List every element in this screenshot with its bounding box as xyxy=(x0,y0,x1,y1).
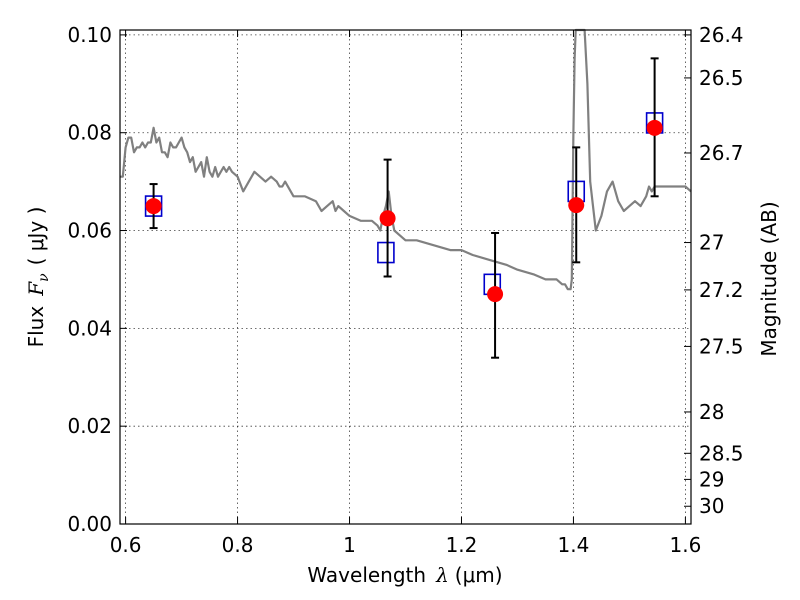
observed-point xyxy=(568,197,585,214)
right-tick-label: 26.4 xyxy=(699,23,744,47)
right-tick-label: 27.2 xyxy=(699,278,744,302)
right-tick-label: 27 xyxy=(699,231,724,255)
spectrum-layer xyxy=(120,28,692,291)
observed-point xyxy=(145,198,162,215)
right-tick-label: 28.5 xyxy=(699,441,744,465)
right-tick-label: 28 xyxy=(699,400,724,424)
x-tick-label: 0.8 xyxy=(222,533,254,557)
y-tick-label: 0.08 xyxy=(67,121,112,145)
x-tick-label: 1.4 xyxy=(558,533,590,557)
right-tick-label: 30 xyxy=(699,494,724,518)
y-tick-label: 0.04 xyxy=(67,316,112,340)
observed-point xyxy=(379,210,396,227)
y-tick-label: 0.00 xyxy=(67,512,112,536)
right-tick-label: 29 xyxy=(699,467,724,491)
model-box xyxy=(377,241,395,264)
plot-frame xyxy=(119,29,692,525)
x-tick-label: 1.6 xyxy=(669,533,701,557)
right-tick-label: 26.7 xyxy=(699,141,744,165)
y-axis-label-right: Magnitude (AB) xyxy=(757,201,781,356)
y-tick-label: 0.10 xyxy=(67,23,112,47)
spectrum-line xyxy=(120,28,692,291)
y-tick-label: 0.06 xyxy=(67,219,112,243)
y-axis-label-left: FluxFν( μJy ) xyxy=(24,207,52,348)
grid-lines xyxy=(120,30,691,525)
model-box-markers xyxy=(144,112,664,296)
x-axis-label: Wavelength λ (μm) xyxy=(307,563,502,587)
observed-points xyxy=(145,119,663,303)
tick-labels: 0.6 0.8 1 1.2 1.4 1.6 0.00 0.02 0.04 0.06 0.08 0.10… xyxy=(67,23,743,557)
x-tick-label: 1 xyxy=(343,533,356,557)
observed-point xyxy=(646,119,663,136)
x-tick-label: 0.6 xyxy=(110,533,142,557)
right-tick-label: 27.5 xyxy=(699,334,744,358)
x-tick-label: 1.2 xyxy=(446,533,478,557)
y-tick-label: 0.02 xyxy=(67,414,112,438)
axis-ticks xyxy=(120,30,691,525)
right-tick-label: 26.5 xyxy=(699,66,744,90)
observed-point xyxy=(487,286,504,303)
